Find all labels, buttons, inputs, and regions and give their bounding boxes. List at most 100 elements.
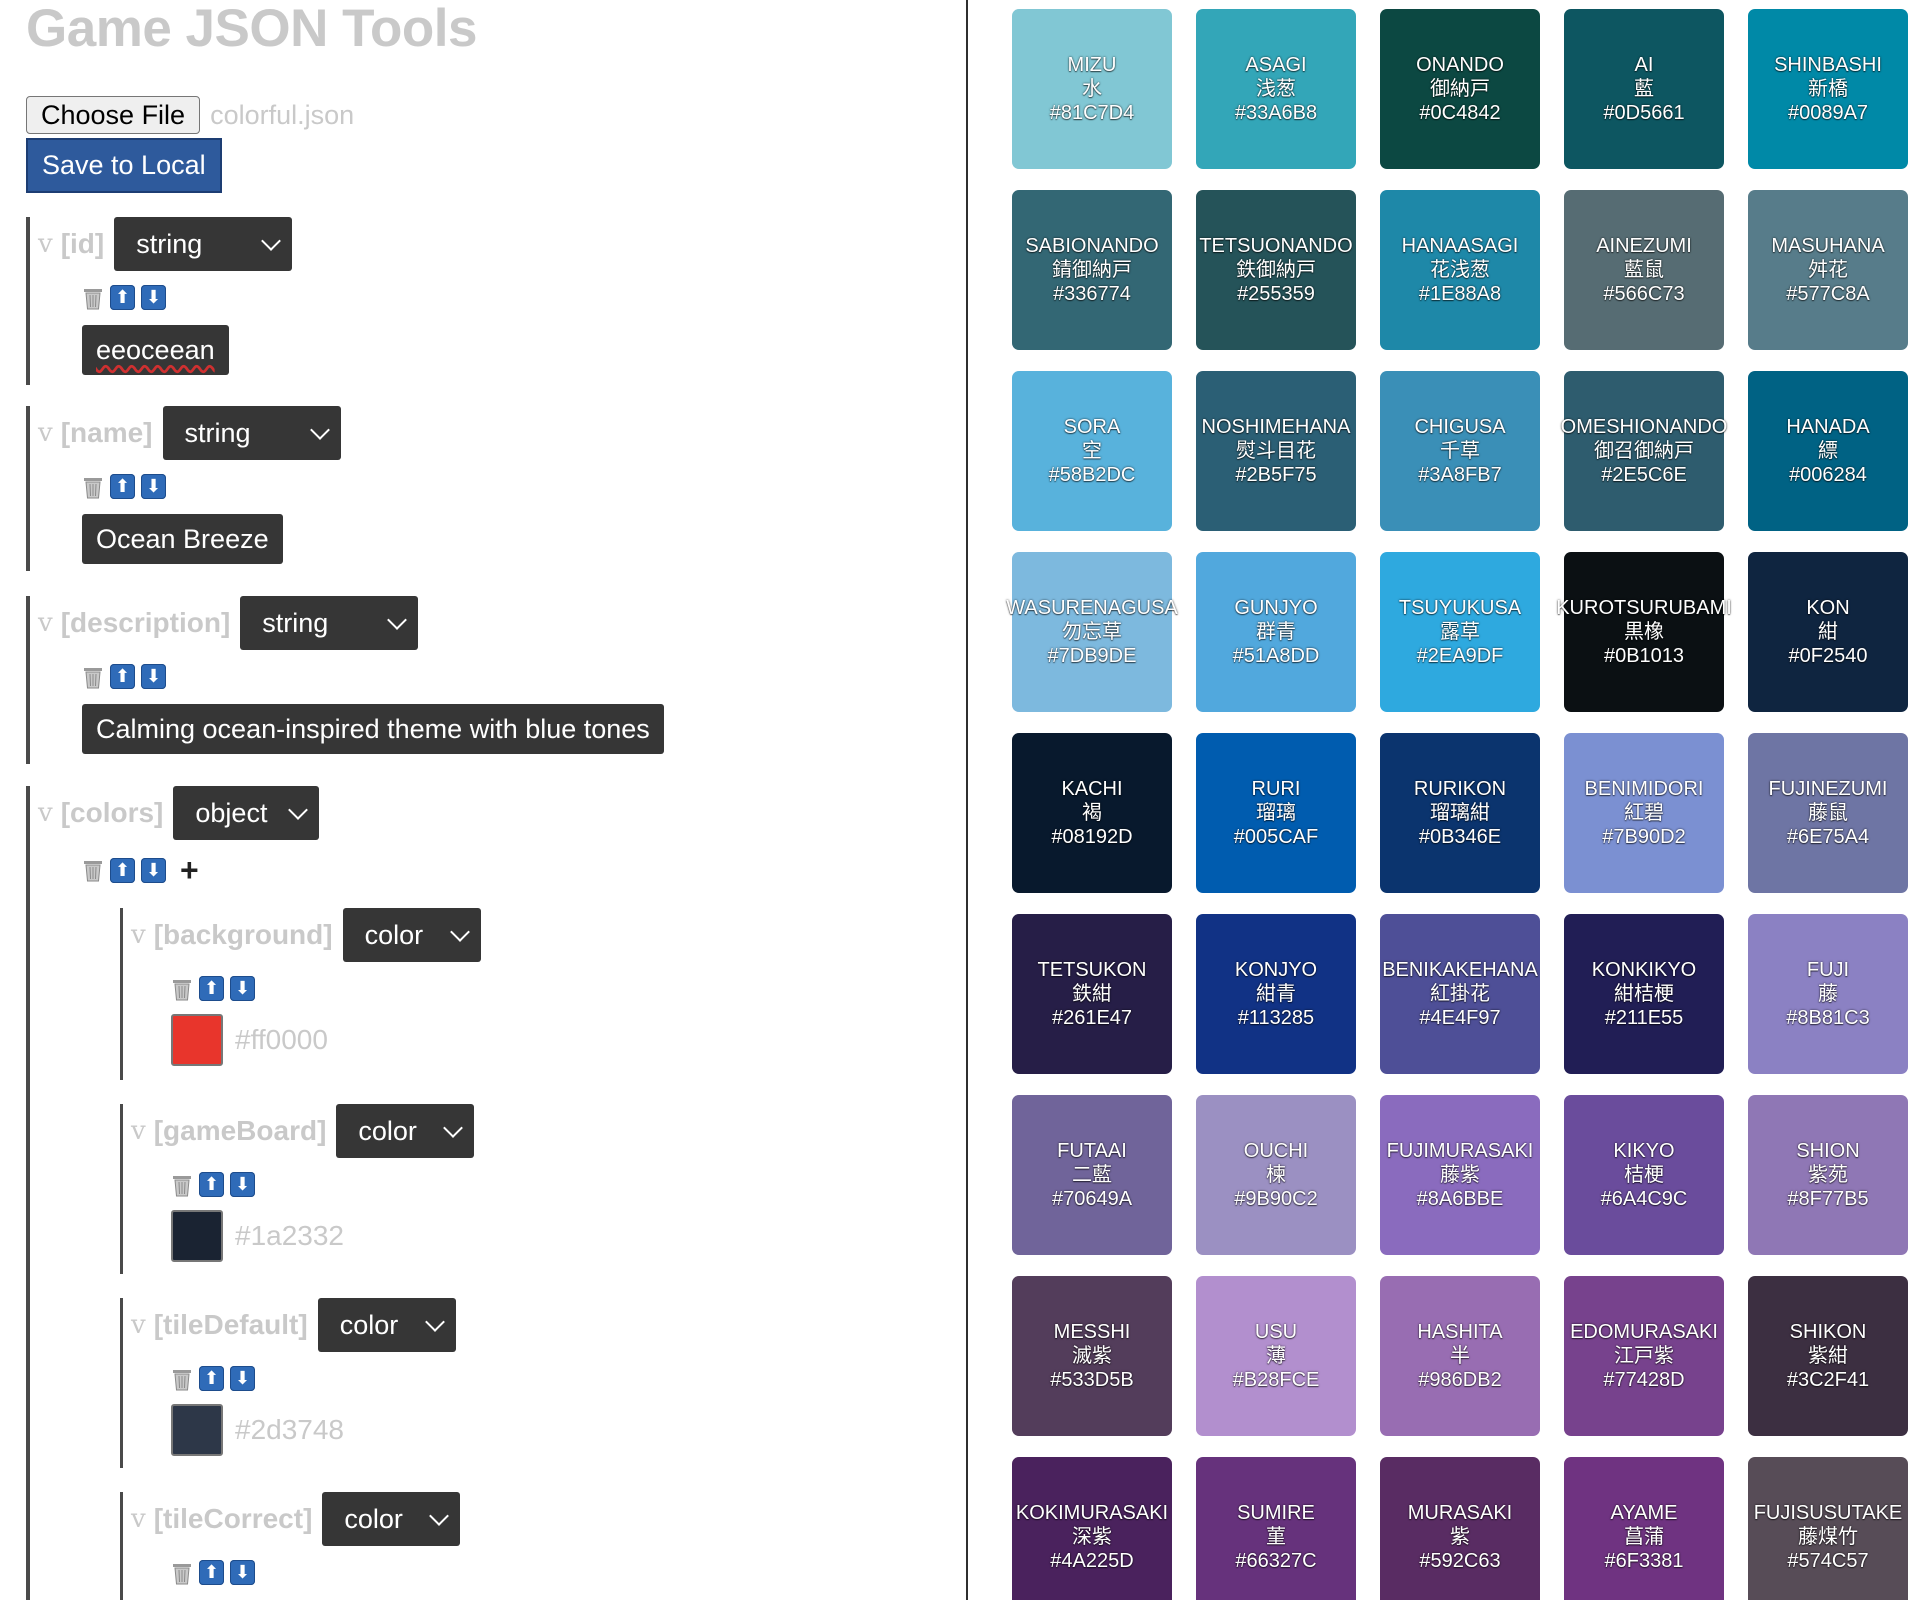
type-select[interactable]: string (114, 217, 293, 271)
color-tile[interactable]: AI 藍 #0D5661 (1564, 9, 1724, 169)
type-select[interactable]: color (336, 1104, 475, 1158)
move-up-icon[interactable]: ⬆ (199, 976, 224, 1001)
collapse-toggle[interactable]: v (38, 229, 53, 259)
color-tile[interactable]: HANAASAGI 花浅葱 #1E88A8 (1380, 190, 1540, 350)
type-select[interactable]: color (342, 908, 481, 962)
move-down-icon[interactable]: ⬇ (141, 857, 166, 883)
save-to-local-button[interactable]: Save to Local (26, 138, 222, 193)
color-tile[interactable]: MASUHANA 舛花 #577C8A (1748, 190, 1908, 350)
trash-icon[interactable] (82, 858, 104, 882)
type-select[interactable]: object (173, 786, 320, 840)
move-up-icon[interactable]: ⬆ (199, 1172, 224, 1197)
move-up-icon[interactable]: ⬆ (110, 857, 135, 883)
collapse-toggle[interactable]: v (38, 798, 53, 828)
collapse-toggle[interactable]: v (131, 920, 146, 950)
trash-icon[interactable] (82, 286, 104, 310)
color-tile[interactable]: KACHI 褐 #08192D (1012, 733, 1172, 893)
move-up-icon[interactable]: ⬆ (199, 1560, 224, 1585)
color-tile[interactable]: NOSHIMEHANA 熨斗目花 #2B5F75 (1196, 371, 1356, 531)
color-tile[interactable]: BENIKAKEHANA 紅掛花 #4E4F97 (1380, 914, 1540, 1074)
color-tile-name: BENIMIDORI (1584, 778, 1704, 800)
color-tile[interactable]: MIZU 水 #81C7D4 (1012, 9, 1172, 169)
color-tile[interactable]: SORA 空 #58B2DC (1012, 371, 1172, 531)
color-tile[interactable]: ONANDO 御納戸 #0C4842 (1380, 9, 1540, 169)
collapse-toggle[interactable]: v (131, 1310, 146, 1340)
color-tile[interactable]: CHIGUSA 千草 #3A8FB7 (1380, 371, 1540, 531)
color-tile[interactable]: FUJINEZUMI 藤鼠 #6E75A4 (1748, 733, 1908, 893)
color-tile[interactable]: SABIONANDO 錆御納戸 #336774 (1012, 190, 1172, 350)
move-up-icon[interactable]: ⬆ (199, 1366, 224, 1391)
move-down-icon[interactable]: ⬇ (230, 1560, 255, 1585)
type-select[interactable]: string (162, 406, 341, 460)
color-tile[interactable]: SHINBASHI 新橋 #0089A7 (1748, 9, 1908, 169)
color-tile[interactable]: WASURENAGUSA 勿忘草 #7DB9DE (1006, 552, 1178, 712)
color-tile[interactable]: ASAGI 浅葱 #33A6B8 (1196, 9, 1356, 169)
color-tile[interactable]: FUJIMURASAKI 藤紫 #8A6BBE (1380, 1095, 1540, 1255)
color-tile[interactable]: SHIKON 紫紺 #3C2F41 (1748, 1276, 1908, 1436)
color-tile[interactable]: OUCHI 楝 #9B90C2 (1196, 1095, 1356, 1255)
value-input[interactable]: eeoceean (82, 325, 229, 375)
color-tile[interactable]: TETSUKON 鉄紺 #261E47 (1012, 914, 1172, 1074)
move-down-icon[interactable]: ⬇ (230, 1366, 255, 1391)
color-tile[interactable]: TETSUONANDO 鉄御納戸 #255359 (1196, 190, 1356, 350)
value-input[interactable]: Calming ocean-inspired theme with blue t… (82, 704, 664, 754)
value-input[interactable]: Ocean Breeze (82, 514, 283, 564)
collapse-toggle[interactable]: v (38, 608, 53, 638)
color-swatch[interactable] (171, 1210, 223, 1262)
choose-file-button[interactable]: Choose File (26, 96, 201, 134)
color-tile[interactable]: SUMIRE 菫 #66327C (1196, 1457, 1356, 1600)
trash-icon[interactable] (171, 1367, 193, 1391)
color-tile[interactable]: KONJYO 紺青 #113285 (1196, 914, 1356, 1074)
color-tile[interactable]: MURASAKI 紫 #592C63 (1380, 1457, 1540, 1600)
move-down-icon[interactable]: ⬇ (141, 285, 166, 310)
collapse-toggle[interactable]: v (131, 1504, 146, 1534)
type-select[interactable]: color (322, 1492, 461, 1546)
color-tile[interactable]: AINEZUMI 藍鼠 #566C73 (1564, 190, 1724, 350)
move-down-icon[interactable]: ⬇ (230, 1172, 255, 1197)
color-tile[interactable]: MESSHI 滅紫 #533D5B (1012, 1276, 1172, 1436)
collapse-toggle[interactable]: v (131, 1116, 146, 1146)
color-tile[interactable]: FUJI 藤 #8B81C3 (1748, 914, 1908, 1074)
color-tile[interactable]: KUROTSURUBAMI 黒橡 #0B1013 (1556, 552, 1732, 712)
color-tile[interactable]: KONKIKYO 紺桔梗 #211E55 (1564, 914, 1724, 1074)
color-tile[interactable]: AYAME 菖蒲 #6F3381 (1564, 1457, 1724, 1600)
color-tile[interactable]: FUTAAI 二藍 #70649A (1012, 1095, 1172, 1255)
color-tile[interactable]: FUJISUSUTAKE 藤煤竹 #574C57 (1748, 1457, 1908, 1600)
color-tile[interactable]: OMESHIONANDO 御召御納戸 #2E5C6E (1561, 371, 1727, 531)
color-tile[interactable]: KON 紺 #0F2540 (1748, 552, 1908, 712)
type-select[interactable]: string (240, 596, 419, 650)
color-palette-grid: MIZU 水 #81C7D4 ASAGI 浅葱 #33A6B8 ONANDO 御納戸 #0C48… (1006, 9, 1908, 1600)
color-tile-hex: #2E5C6E (1601, 464, 1687, 486)
color-tile[interactable]: HANADA 縹 #006284 (1748, 371, 1908, 531)
color-tile[interactable]: KIKYO 桔梗 #6A4C9C (1564, 1095, 1724, 1255)
add-child-button[interactable]: + (180, 852, 199, 888)
color-tile-hex: #255359 (1237, 283, 1315, 305)
move-up-icon[interactable]: ⬆ (110, 474, 135, 499)
move-down-icon[interactable]: ⬇ (230, 976, 255, 1001)
move-up-icon[interactable]: ⬆ (110, 285, 135, 310)
trash-icon[interactable] (171, 1561, 193, 1585)
color-tile[interactable]: TSUYUKUSA 露草 #2EA9DF (1380, 552, 1540, 712)
color-tile[interactable]: KOKIMURASAKI 深紫 #4A225D (1012, 1457, 1172, 1600)
color-tile-kanji: 紺青 (1256, 983, 1296, 1005)
color-tile[interactable]: RURIKON 瑠璃紺 #0B346E (1380, 733, 1540, 893)
trash-icon[interactable] (82, 665, 104, 689)
move-up-icon[interactable]: ⬆ (110, 664, 135, 689)
color-tile[interactable]: RURI 瑠璃 #005CAF (1196, 733, 1356, 893)
collapse-toggle[interactable]: v (38, 418, 53, 448)
color-tile-name: AINEZUMI (1596, 235, 1692, 257)
move-down-icon[interactable]: ⬇ (141, 474, 166, 499)
color-tile[interactable]: USU 薄 #B28FCE (1196, 1276, 1356, 1436)
color-tile[interactable]: BENIMIDORI 紅碧 #7B90D2 (1564, 733, 1724, 893)
trash-icon[interactable] (171, 1173, 193, 1197)
move-down-icon[interactable]: ⬇ (141, 664, 166, 689)
color-swatch[interactable] (171, 1404, 223, 1456)
color-tile[interactable]: HASHITA 半 #986DB2 (1380, 1276, 1540, 1436)
color-tile[interactable]: GUNJYO 群青 #51A8DD (1196, 552, 1356, 712)
trash-icon[interactable] (82, 475, 104, 499)
trash-icon[interactable] (171, 977, 193, 1001)
color-tile[interactable]: EDOMURASAKI 江戸紫 #77428D (1564, 1276, 1724, 1436)
color-tile[interactable]: SHION 紫苑 #8F77B5 (1748, 1095, 1908, 1255)
type-select[interactable]: color (317, 1298, 456, 1352)
color-swatch[interactable] (171, 1014, 223, 1066)
